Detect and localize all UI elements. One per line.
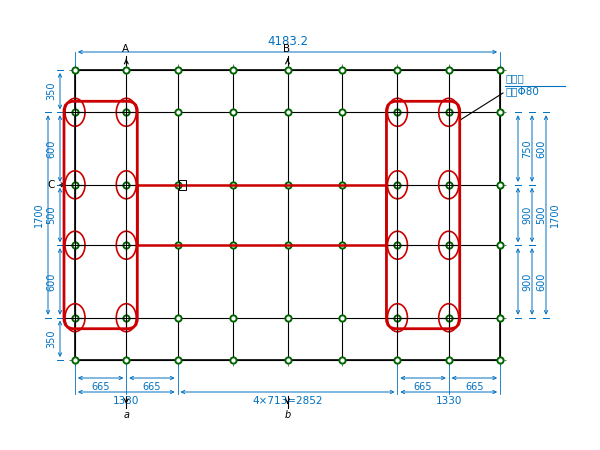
Text: a: a [123, 410, 129, 420]
Text: 665: 665 [143, 382, 161, 392]
Text: 500: 500 [46, 206, 56, 224]
Text: 900: 900 [522, 272, 532, 291]
Text: B: B [283, 44, 290, 54]
Text: 350: 350 [46, 329, 56, 348]
Bar [75, 70, 500, 360]
Text: 1700: 1700 [550, 202, 560, 227]
Text: 665: 665 [465, 382, 484, 392]
Text: 500: 500 [536, 206, 546, 224]
Text: 900: 900 [522, 206, 532, 224]
Text: 665: 665 [91, 382, 110, 392]
Text: C: C [47, 180, 55, 190]
Text: 600: 600 [46, 140, 56, 158]
Text: 350: 350 [46, 82, 56, 100]
Text: 4183.2: 4183.2 [267, 35, 308, 48]
Text: 1330: 1330 [436, 396, 462, 406]
Text: 600: 600 [536, 140, 546, 158]
Text: 600: 600 [46, 272, 56, 291]
Text: 钒管桨: 钒管桨 [505, 73, 524, 83]
Text: 750: 750 [522, 139, 532, 158]
Text: 1700: 1700 [34, 202, 44, 227]
Text: 1330: 1330 [113, 396, 139, 406]
Text: b: b [284, 410, 290, 420]
Text: 4×713=2852: 4×713=2852 [252, 396, 323, 406]
Text: 665: 665 [414, 382, 433, 392]
Text: A: A [122, 44, 129, 54]
Text: 内径Φ80: 内径Φ80 [505, 86, 539, 96]
Text: 600: 600 [536, 272, 546, 291]
Bar [179, 180, 185, 190]
